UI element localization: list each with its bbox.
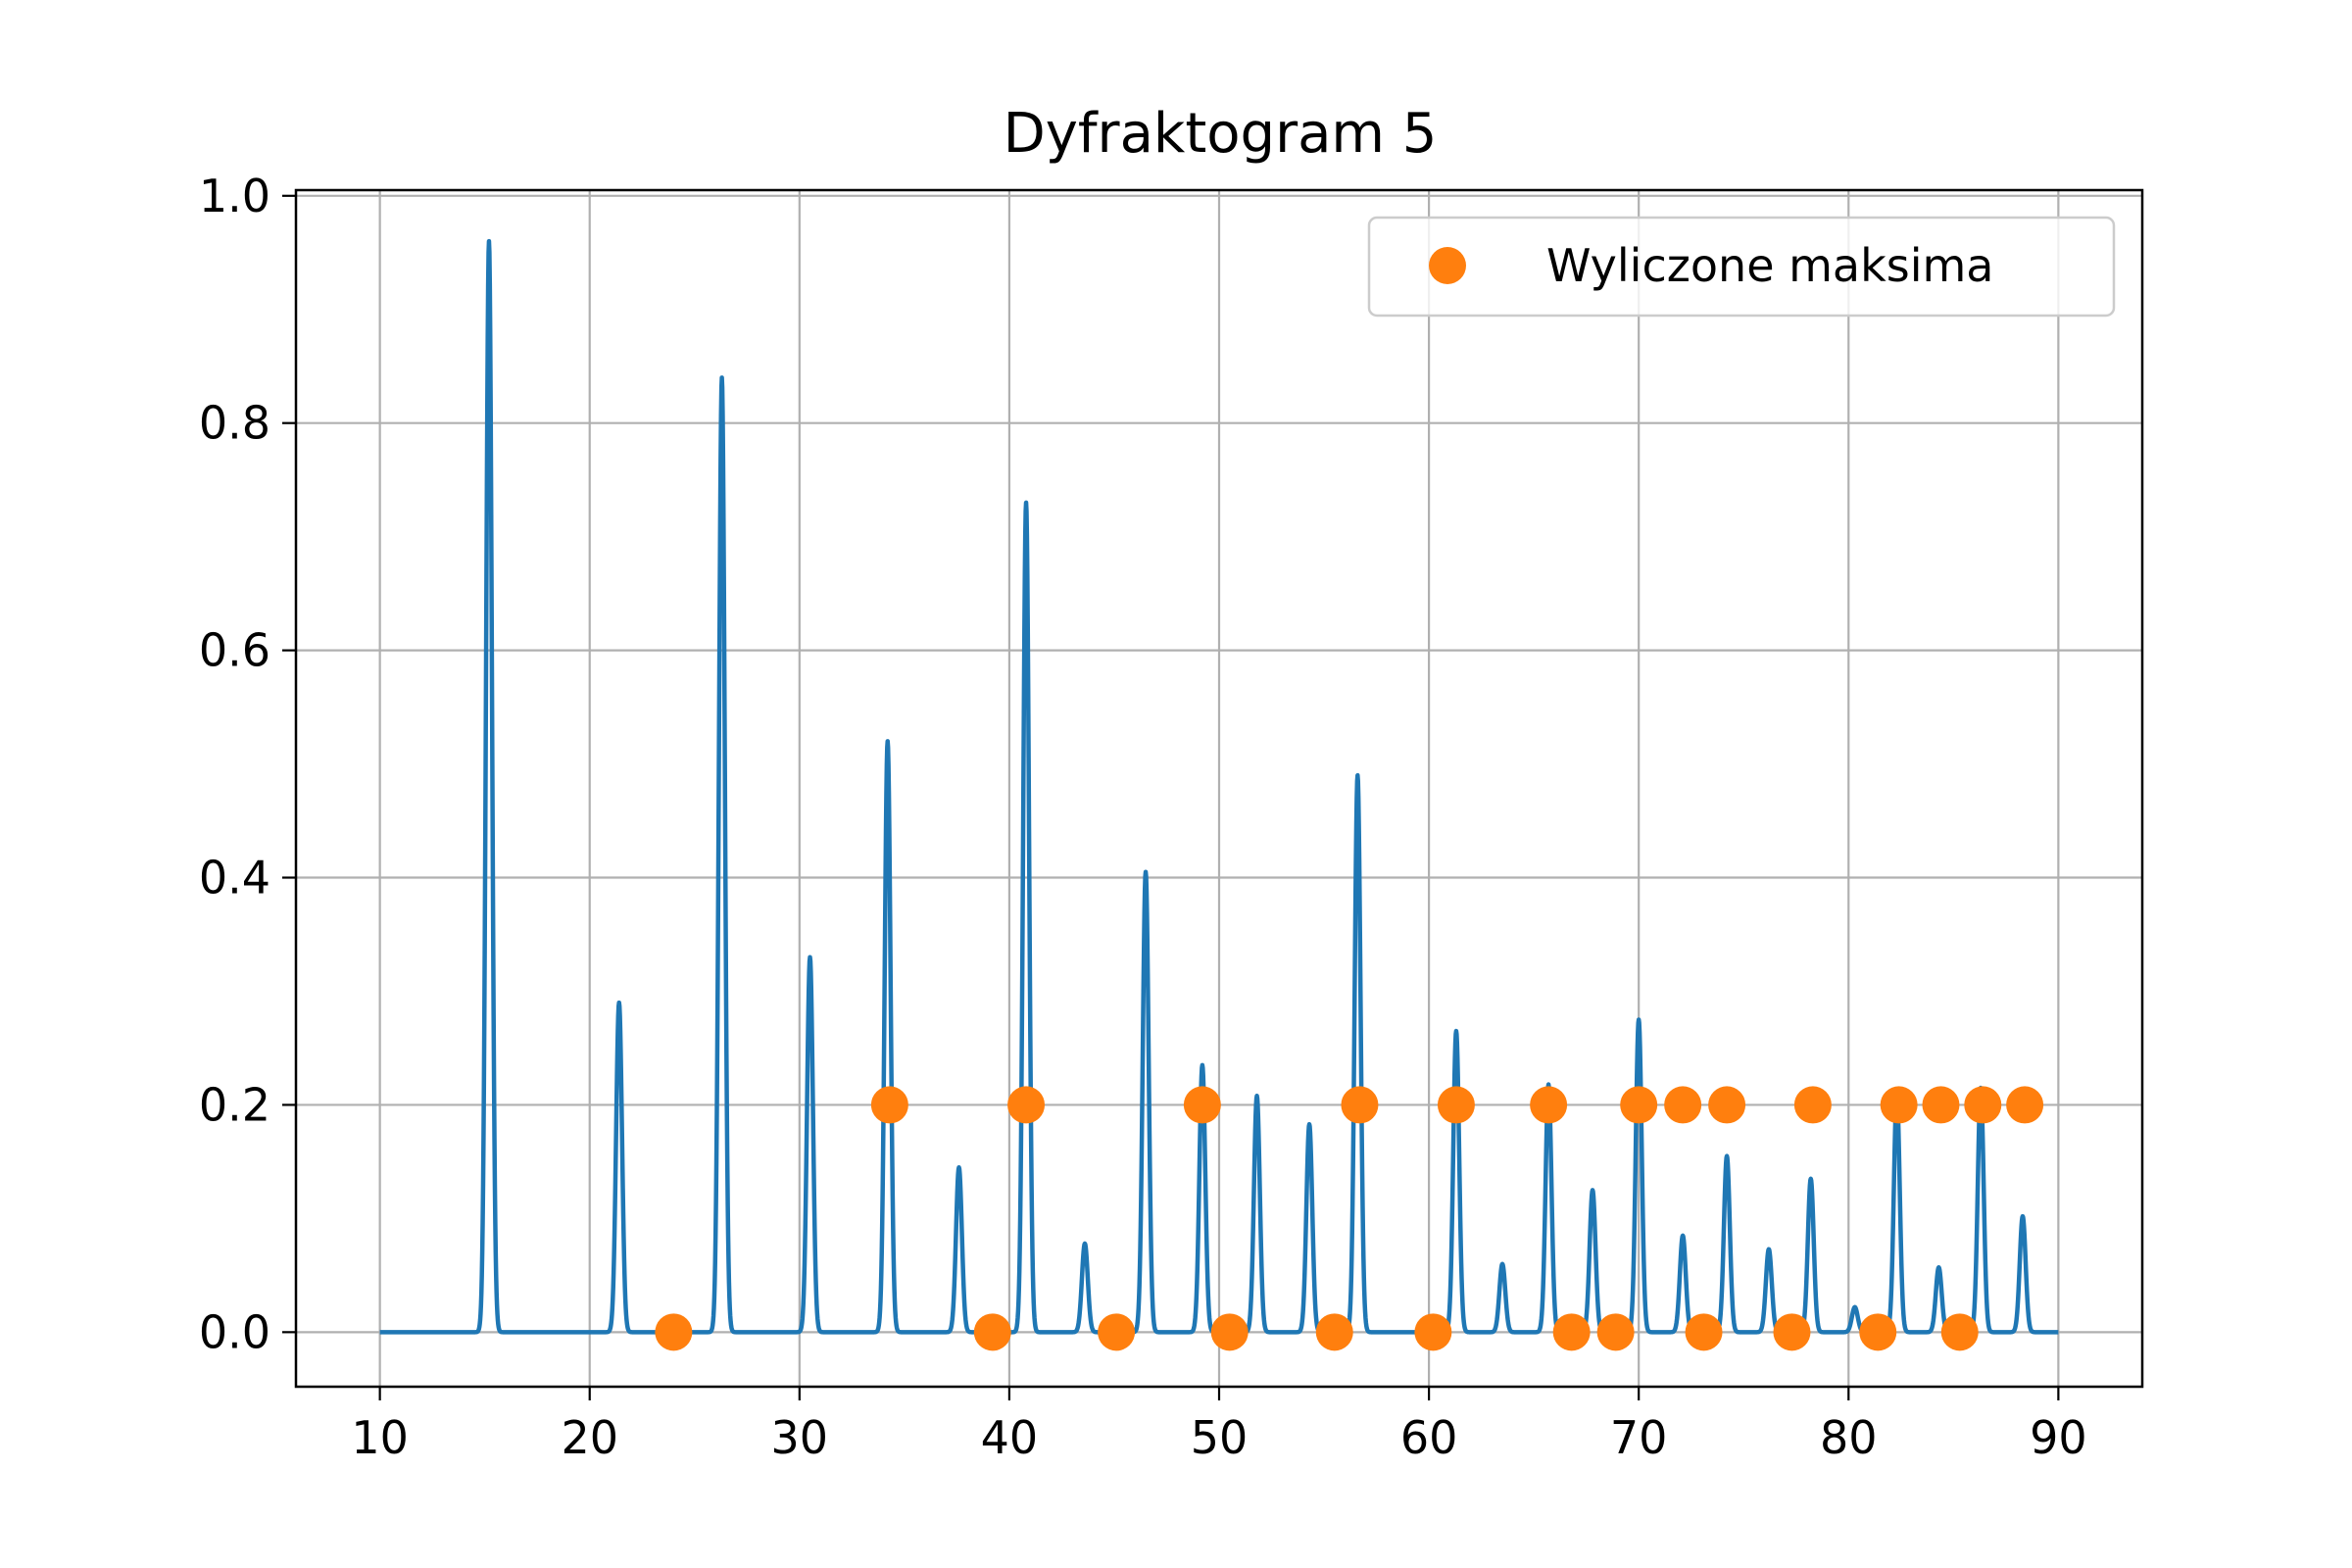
maximum-marker <box>1620 1086 1658 1124</box>
legend-marker <box>1429 247 1466 284</box>
y-tick-label: 0.6 <box>199 624 270 677</box>
maximum-marker <box>973 1313 1011 1351</box>
series-markers-layer <box>655 1086 2044 1351</box>
maximum-marker <box>1530 1086 1568 1124</box>
chart-title: Dyfraktogram 5 <box>1004 102 1438 166</box>
x-tick-label: 70 <box>1610 1411 1668 1464</box>
maximum-marker <box>1007 1086 1046 1124</box>
maximum-marker <box>870 1086 908 1124</box>
x-tick-label: 80 <box>1820 1411 1878 1464</box>
maximum-marker <box>1315 1313 1353 1351</box>
maximum-marker <box>1098 1313 1136 1351</box>
legend: Wyliczone maksima <box>1367 216 2116 318</box>
maximum-marker <box>1922 1086 1960 1124</box>
y-tick-label: 0.8 <box>199 397 270 450</box>
y-tick-label: 1.0 <box>199 170 270 222</box>
legend-box <box>1367 216 2116 318</box>
maximum-marker <box>1708 1086 1746 1124</box>
maximum-marker <box>1341 1086 1379 1124</box>
y-tick-label: 0.2 <box>199 1078 270 1131</box>
maximum-marker <box>1596 1313 1635 1351</box>
maximum-marker <box>1210 1313 1249 1351</box>
legend-label: Wyliczone maksima <box>1546 239 1994 292</box>
maximum-marker <box>1552 1313 1591 1351</box>
maximum-marker <box>1437 1086 1475 1124</box>
x-tick-label: 50 <box>1191 1411 1249 1464</box>
x-tick-label: 40 <box>981 1411 1039 1464</box>
x-tick-label: 10 <box>351 1411 409 1464</box>
x-axis: 10 20 30 40 50 60 70 80 90 <box>351 1387 2087 1464</box>
maximum-marker <box>1414 1313 1452 1351</box>
maximum-marker <box>1664 1086 1702 1124</box>
maximum-marker <box>1880 1086 1918 1124</box>
maximum-marker <box>1793 1086 1832 1124</box>
maximum-marker <box>1183 1086 1221 1124</box>
maximum-marker <box>2006 1086 2044 1124</box>
y-tick-label: 0.0 <box>199 1305 270 1358</box>
x-tick-label: 30 <box>771 1411 829 1464</box>
y-axis: 0.0 0.2 0.4 0.6 0.8 1.0 <box>199 170 296 1358</box>
y-tick-label: 0.4 <box>199 852 270 905</box>
maximum-marker <box>1685 1313 1723 1351</box>
maximum-marker <box>1940 1313 1979 1351</box>
x-tick-label: 60 <box>1400 1411 1458 1464</box>
x-tick-label: 20 <box>561 1411 618 1464</box>
maximum-marker <box>1773 1313 1811 1351</box>
maximum-marker <box>1964 1086 2002 1124</box>
maximum-marker <box>1859 1313 1897 1351</box>
maximum-marker <box>655 1313 693 1351</box>
x-tick-label: 90 <box>2030 1411 2087 1464</box>
